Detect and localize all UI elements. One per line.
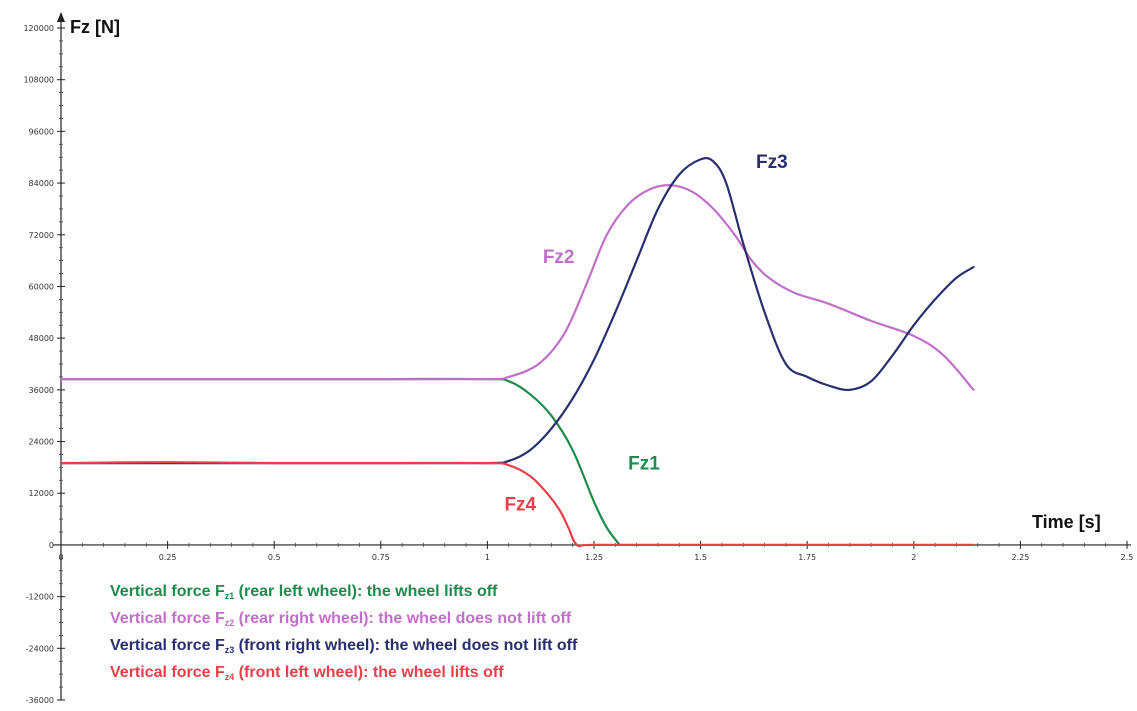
x-tick-label: 2.5 [1121, 553, 1134, 562]
x-tick-label: 0.5 [268, 553, 281, 562]
y-tick-label: -24000 [26, 644, 54, 653]
y-tick-label: 120000 [23, 24, 54, 33]
y-tick-label: 84000 [29, 179, 54, 188]
y-tick-label: 60000 [29, 282, 54, 291]
x-tick-label: 1.5 [694, 553, 707, 562]
y-tick-label: 108000 [23, 76, 54, 85]
x-tick-label: 2 [911, 553, 916, 562]
series-line-fz4 [59, 461, 975, 548]
legend-entry-fz2: Vertical force Fz2 (rear right wheel): t… [110, 610, 572, 628]
x-tick-label: 0.25 [159, 553, 177, 562]
x-tick-label: 2.25 [1011, 553, 1029, 562]
y-tick-label: 36000 [29, 386, 54, 395]
x-tick-label: 0 [58, 553, 63, 562]
y-tick-label: 24000 [29, 438, 54, 447]
series-label-fz4: Fz4 [504, 494, 536, 515]
series-label-fz2: Fz2 [543, 247, 575, 268]
y-tick-label: 72000 [29, 231, 54, 240]
y-tick-label: -36000 [26, 696, 54, 705]
y-tick-label: 96000 [29, 127, 54, 136]
legend: Vertical force Fz1 (rear left wheel): th… [110, 583, 578, 682]
series-label-fz1: Fz1 [628, 454, 660, 475]
y-tick-label: 12000 [29, 489, 54, 498]
legend-entry-fz1: Vertical force Fz1 (rear left wheel): th… [110, 583, 498, 601]
series-annotations: Fz1 Fz2 Fz3 Fz4 [504, 152, 787, 515]
y-tick-label: 0 [49, 541, 54, 550]
y-axis-arrow [57, 12, 65, 22]
y-tick-label: -12000 [26, 593, 54, 602]
series-line-fz2 [59, 184, 975, 391]
x-tick-label: 0.75 [372, 553, 390, 562]
y-tick-label: 48000 [29, 334, 54, 343]
x-tick-label: 1.25 [585, 553, 603, 562]
x-tick-label: 1 [485, 553, 490, 562]
y-axis-title: Fz [N] [70, 17, 120, 37]
legend-entry-fz3: Vertical force Fz3 (front right wheel): … [110, 637, 578, 655]
y-axis: 1200001080009600084000720006000048000360… [23, 12, 65, 705]
x-axis-title: Time [s] [1032, 512, 1101, 532]
series-label-fz3: Fz3 [756, 152, 788, 173]
x-tick-label: 1.75 [798, 553, 816, 562]
legend-entry-fz4: Vertical force Fz4 (front left wheel): t… [110, 664, 504, 682]
series-line-fz3 [59, 156, 975, 465]
series-layer [59, 156, 975, 548]
